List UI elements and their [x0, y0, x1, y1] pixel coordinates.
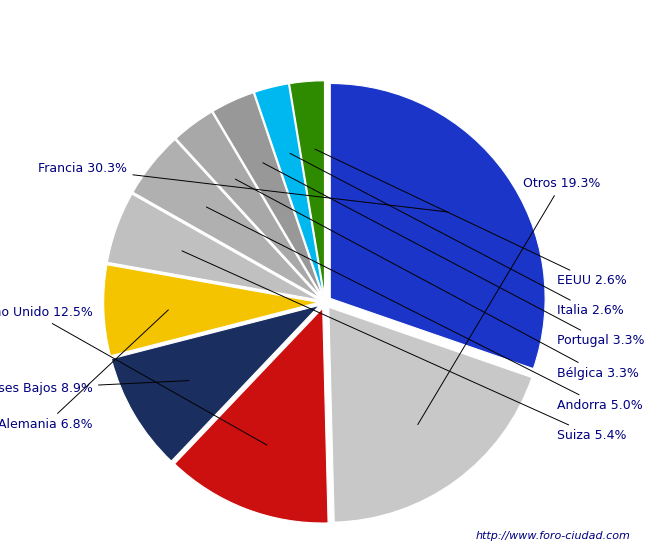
- Wedge shape: [329, 307, 532, 522]
- Text: Suiza 5.4%: Suiza 5.4%: [182, 251, 627, 442]
- Text: Otros 19.3%: Otros 19.3%: [418, 178, 600, 425]
- Wedge shape: [213, 93, 322, 296]
- Text: http://www.foro-ciudad.com: http://www.foro-ciudad.com: [476, 531, 630, 541]
- Text: Alemania 6.8%: Alemania 6.8%: [0, 310, 168, 431]
- Wedge shape: [289, 81, 324, 296]
- Wedge shape: [176, 112, 321, 297]
- Wedge shape: [103, 265, 318, 356]
- Wedge shape: [107, 194, 319, 300]
- Wedge shape: [175, 308, 328, 523]
- Text: Reino Unido 12.5%: Reino Unido 12.5%: [0, 306, 267, 445]
- Text: Bélgica 3.3%: Bélgica 3.3%: [235, 179, 639, 380]
- Text: Portugal 3.3%: Portugal 3.3%: [263, 163, 645, 347]
- Wedge shape: [111, 305, 319, 461]
- Wedge shape: [133, 140, 320, 298]
- Text: EEUU 2.6%: EEUU 2.6%: [315, 149, 627, 287]
- Text: Francia 30.3%: Francia 30.3%: [38, 162, 448, 212]
- Wedge shape: [254, 84, 324, 296]
- Text: Sant Carles de la Ràpita - Turistas extranjeros según país - Abril de 2024: Sant Carles de la Ràpita - Turistas extr…: [58, 25, 592, 41]
- Text: Andorra 5.0%: Andorra 5.0%: [207, 207, 643, 412]
- Text: Países Bajos 8.9%: Países Bajos 8.9%: [0, 381, 188, 394]
- Wedge shape: [330, 84, 545, 368]
- Text: Italia 2.6%: Italia 2.6%: [290, 153, 624, 317]
